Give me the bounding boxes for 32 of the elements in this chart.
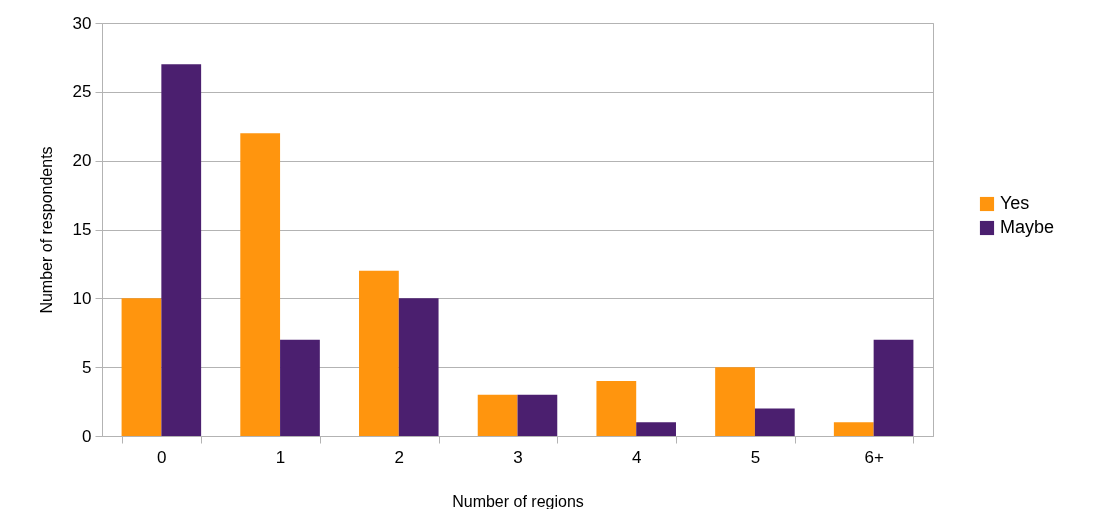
x-tick-label: 0 bbox=[157, 447, 167, 467]
bar bbox=[596, 380, 637, 436]
x-tick-label: 3 bbox=[513, 447, 523, 467]
bar bbox=[833, 422, 874, 436]
y-tick-label: 15 bbox=[72, 220, 92, 239]
legend-label: Yes bbox=[1000, 193, 1030, 213]
bar bbox=[359, 270, 399, 436]
x-tick-label: 2 bbox=[394, 447, 405, 467]
bar bbox=[517, 394, 558, 436]
bar bbox=[873, 339, 914, 436]
bar bbox=[398, 298, 439, 436]
x-axis-title: Number of regions bbox=[452, 492, 584, 510]
bar bbox=[636, 422, 676, 436]
legend-label: Maybe bbox=[1000, 217, 1055, 237]
bar bbox=[754, 408, 795, 436]
x-tick-label: 5 bbox=[750, 447, 761, 467]
y-tick-label: 5 bbox=[82, 357, 92, 377]
bar bbox=[161, 64, 202, 436]
x-tick-label: 4 bbox=[631, 447, 642, 467]
y-tick-label: 20 bbox=[72, 151, 92, 171]
bar bbox=[477, 394, 518, 436]
x-tick-label: 6+ bbox=[864, 447, 884, 467]
y-tick-label: 10 bbox=[72, 288, 92, 308]
y-axis-title: Number of respondents bbox=[37, 146, 55, 314]
x-tick-label: 1 bbox=[275, 447, 286, 467]
bar bbox=[240, 133, 281, 436]
y-tick-label: 25 bbox=[72, 82, 92, 102]
bar bbox=[715, 367, 755, 436]
y-tick-label: 0 bbox=[82, 426, 92, 446]
bar bbox=[280, 339, 320, 436]
y-tick-label: 30 bbox=[72, 13, 92, 33]
bar bbox=[121, 298, 162, 436]
